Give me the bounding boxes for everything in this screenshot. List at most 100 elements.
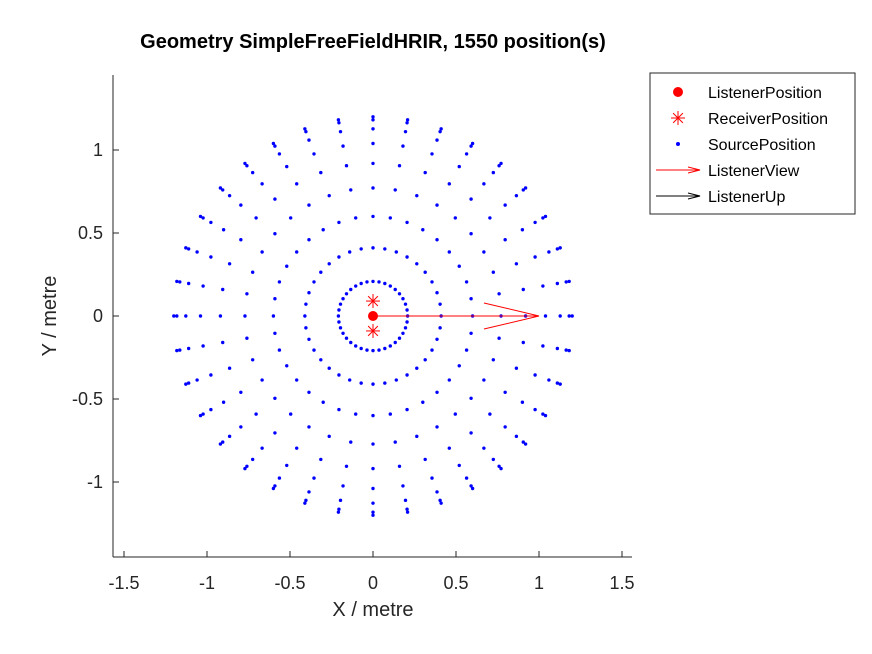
source-point [430, 476, 434, 480]
source-point [327, 262, 331, 266]
source-point [341, 331, 345, 335]
source-point [254, 216, 258, 220]
source-point [405, 220, 409, 225]
source-point [405, 121, 409, 125]
source-point [438, 326, 442, 330]
source-point [347, 378, 352, 382]
legend-marker [671, 111, 685, 125]
source-point [439, 501, 443, 505]
legend-marker [673, 87, 683, 97]
source-point [321, 400, 325, 404]
source-point [401, 297, 405, 301]
source-point [288, 412, 293, 416]
source-point [438, 302, 442, 306]
source-point [482, 446, 486, 450]
source-point [307, 425, 311, 429]
legend-label: ListenerUp [708, 189, 785, 206]
source-point [435, 390, 439, 394]
source-point [221, 400, 226, 404]
source-point [198, 413, 203, 418]
source-point [388, 284, 392, 288]
source-point [245, 292, 249, 296]
source-point [435, 290, 439, 295]
source-point [491, 358, 496, 362]
source-point [393, 340, 397, 345]
source-point [567, 279, 571, 284]
source-point [319, 270, 323, 274]
source-point [295, 446, 299, 450]
source-point [482, 378, 486, 382]
source-point [383, 346, 387, 351]
source-point [547, 378, 551, 382]
source-point [555, 346, 560, 351]
source-point [285, 264, 289, 268]
source-point [415, 193, 419, 198]
source-point [186, 281, 191, 286]
legend-item-listenerview: ListenerView [656, 163, 800, 180]
source-point [209, 220, 213, 225]
source-point [405, 320, 409, 324]
source-point [403, 129, 408, 134]
source-point [503, 425, 507, 429]
source-point [304, 498, 308, 503]
source-point [447, 446, 451, 450]
source-point [497, 292, 501, 296]
source-point [295, 182, 299, 186]
source-point [307, 390, 311, 394]
source-point [383, 281, 387, 286]
source-point [499, 466, 503, 471]
source-point [209, 255, 213, 259]
source-point [319, 457, 323, 462]
source-point [558, 246, 562, 250]
source-point [533, 220, 537, 225]
source-point [172, 314, 176, 318]
source-point [227, 366, 232, 370]
source-point [307, 138, 311, 142]
source-point [359, 247, 363, 251]
source-point [354, 216, 358, 220]
source-point [273, 431, 277, 435]
source-point [338, 302, 343, 306]
source-point [277, 152, 282, 156]
source-point [567, 348, 571, 353]
y-tick-label: 1 [93, 140, 103, 160]
source-point [344, 464, 349, 468]
source-point [273, 197, 277, 201]
source-point [435, 425, 439, 429]
source-point [447, 250, 451, 254]
source-point [435, 138, 439, 142]
source-point [201, 216, 205, 220]
source-point [371, 141, 375, 146]
source-point [482, 182, 486, 186]
source-point [218, 186, 223, 190]
source-point [198, 214, 203, 219]
source-point [349, 287, 353, 292]
source-point [423, 457, 427, 462]
source-point [354, 284, 358, 288]
source-point [570, 314, 574, 318]
source-point [227, 434, 232, 439]
source-point [271, 486, 276, 491]
source-point [312, 152, 316, 156]
source-point [341, 297, 345, 301]
source-point [337, 373, 341, 377]
source-point [488, 412, 492, 416]
source-point [541, 412, 545, 416]
source-point [403, 326, 408, 330]
source-point [243, 314, 247, 318]
source-point [491, 170, 496, 175]
source-point [245, 336, 249, 340]
source-point [295, 250, 299, 254]
source-point [464, 348, 469, 352]
source-point [497, 464, 501, 468]
source-point [520, 400, 525, 404]
source-point [435, 203, 439, 207]
source-point [307, 490, 311, 494]
source-point [285, 463, 289, 468]
source-point [349, 440, 353, 444]
source-point [371, 161, 375, 166]
source-point [338, 326, 343, 330]
source-point [423, 170, 427, 175]
legend-items: ListenerPosition ReceiverPosition SourcePo… [656, 85, 828, 206]
asterisk-stroke [367, 325, 379, 337]
